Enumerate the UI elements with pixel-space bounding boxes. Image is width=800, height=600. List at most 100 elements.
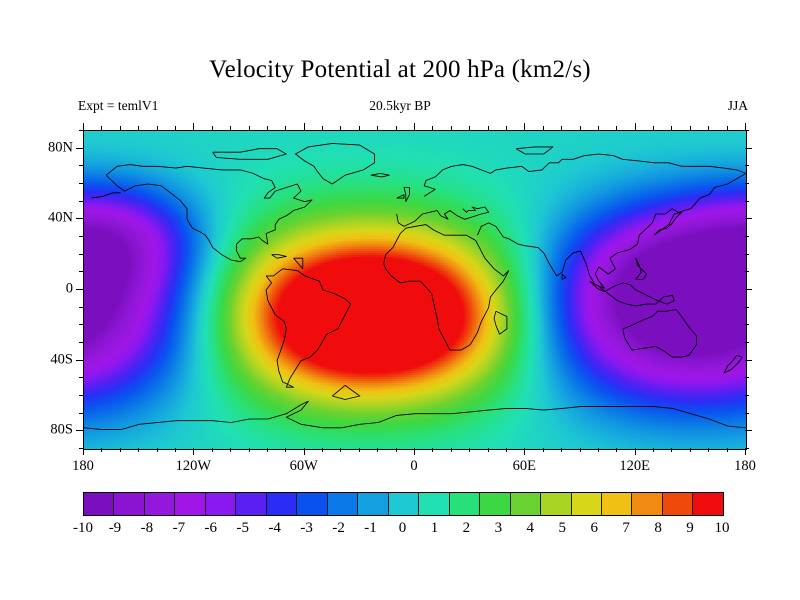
x-tick-top xyxy=(119,126,121,130)
colorbar-cell xyxy=(662,493,694,515)
x-tick xyxy=(708,448,710,452)
x-tick xyxy=(671,448,673,452)
y-tick xyxy=(76,359,83,361)
experiment-label: Expt = temlV1 xyxy=(78,98,158,114)
x-axis-label: 60E xyxy=(513,458,536,475)
x-tick-top xyxy=(450,126,452,130)
colorbar-label: -10 xyxy=(73,520,93,537)
y-tick-right xyxy=(745,324,749,326)
colorbar-label: -5 xyxy=(237,520,250,537)
colorbar-label: -1 xyxy=(364,520,377,537)
colorbar-label: -7 xyxy=(173,520,186,537)
x-axis-label: 180 xyxy=(72,458,94,475)
x-tick-top xyxy=(340,126,342,130)
y-axis-label: 80S xyxy=(21,422,73,439)
x-tick xyxy=(119,448,121,452)
colorbar-cell xyxy=(236,493,267,515)
x-tick-top xyxy=(597,126,599,130)
x-tick xyxy=(322,448,324,452)
coastlines xyxy=(84,142,746,431)
colorbar-cell xyxy=(693,493,723,515)
x-tick-top xyxy=(616,126,618,130)
colorbar-label: -9 xyxy=(109,520,122,537)
colorbar-cell xyxy=(510,493,542,515)
y-axis-label: 40N xyxy=(21,210,73,227)
colorbar-cell xyxy=(205,493,237,515)
colorbar-cell xyxy=(601,493,633,515)
colorbar-cell xyxy=(297,493,328,515)
colorbar-cell xyxy=(480,493,511,515)
y-axis-label: 80N xyxy=(21,139,73,156)
colorbar-cell xyxy=(358,493,389,515)
x-tick xyxy=(542,448,544,452)
colorbar-label: 1 xyxy=(431,520,439,537)
y-tick-right xyxy=(745,448,749,449)
y-tick-right xyxy=(745,183,749,184)
x-tick xyxy=(469,448,471,452)
season-label: JJA xyxy=(728,98,748,114)
x-tick xyxy=(726,448,728,452)
x-tick-top xyxy=(193,123,195,130)
x-axis-label: 180 xyxy=(734,458,756,475)
colorbar-label: 4 xyxy=(527,520,535,537)
x-tick-top xyxy=(505,126,507,130)
x-tick-top xyxy=(377,126,379,130)
colorbar-label: -4 xyxy=(268,520,281,537)
y-tick xyxy=(76,289,83,290)
y-tick-right xyxy=(745,395,749,396)
x-tick-top xyxy=(487,126,489,130)
y-tick-right xyxy=(745,200,749,202)
colorbar-label: 7 xyxy=(622,520,630,537)
x-tick xyxy=(414,448,415,455)
x-tick xyxy=(561,448,563,452)
y-tick-right xyxy=(745,253,749,255)
colorbar-label: 3 xyxy=(495,520,503,537)
x-tick-top xyxy=(524,123,526,130)
x-tick xyxy=(303,448,305,455)
y-tick-right xyxy=(745,165,749,167)
x-tick xyxy=(487,448,489,452)
y-tick xyxy=(79,342,83,343)
colorbar-cell xyxy=(632,493,663,515)
x-tick-top xyxy=(414,123,415,130)
colorbar-cell xyxy=(84,493,115,515)
y-tick-right xyxy=(745,289,752,290)
x-tick xyxy=(340,448,342,452)
x-axis-label: 120E xyxy=(619,458,650,475)
x-tick-top xyxy=(266,126,268,130)
x-tick-top xyxy=(285,126,287,130)
y-tick-right xyxy=(745,412,749,414)
colorbar-cell xyxy=(327,493,359,515)
x-tick-top xyxy=(579,126,581,130)
colorbar-cell xyxy=(388,493,420,515)
x-tick-top xyxy=(138,126,140,130)
x-tick xyxy=(597,448,599,452)
y-tick xyxy=(79,200,83,202)
map-plot-area xyxy=(83,130,747,450)
colorbar-cell xyxy=(144,493,176,515)
x-tick-top xyxy=(561,126,563,130)
x-tick xyxy=(83,448,84,455)
y-tick-right xyxy=(745,359,752,361)
x-tick-top xyxy=(358,126,360,130)
y-tick xyxy=(79,271,83,273)
x-tick xyxy=(579,448,581,452)
x-tick-top xyxy=(634,123,636,130)
x-tick-top xyxy=(174,126,176,130)
y-tick xyxy=(79,412,83,414)
y-tick-right xyxy=(745,130,749,131)
y-tick xyxy=(79,324,83,326)
x-tick-top xyxy=(230,126,232,130)
x-tick-top xyxy=(248,126,250,130)
y-axis-label: 0 xyxy=(21,281,73,298)
y-tick xyxy=(76,218,83,220)
colorbar-cell xyxy=(449,493,481,515)
x-tick-top xyxy=(726,126,728,130)
colorbar-label: 9 xyxy=(686,520,694,537)
x-tick xyxy=(358,448,360,452)
y-tick xyxy=(79,130,83,131)
x-tick xyxy=(101,448,103,452)
x-tick xyxy=(653,448,655,452)
y-tick xyxy=(76,147,83,149)
